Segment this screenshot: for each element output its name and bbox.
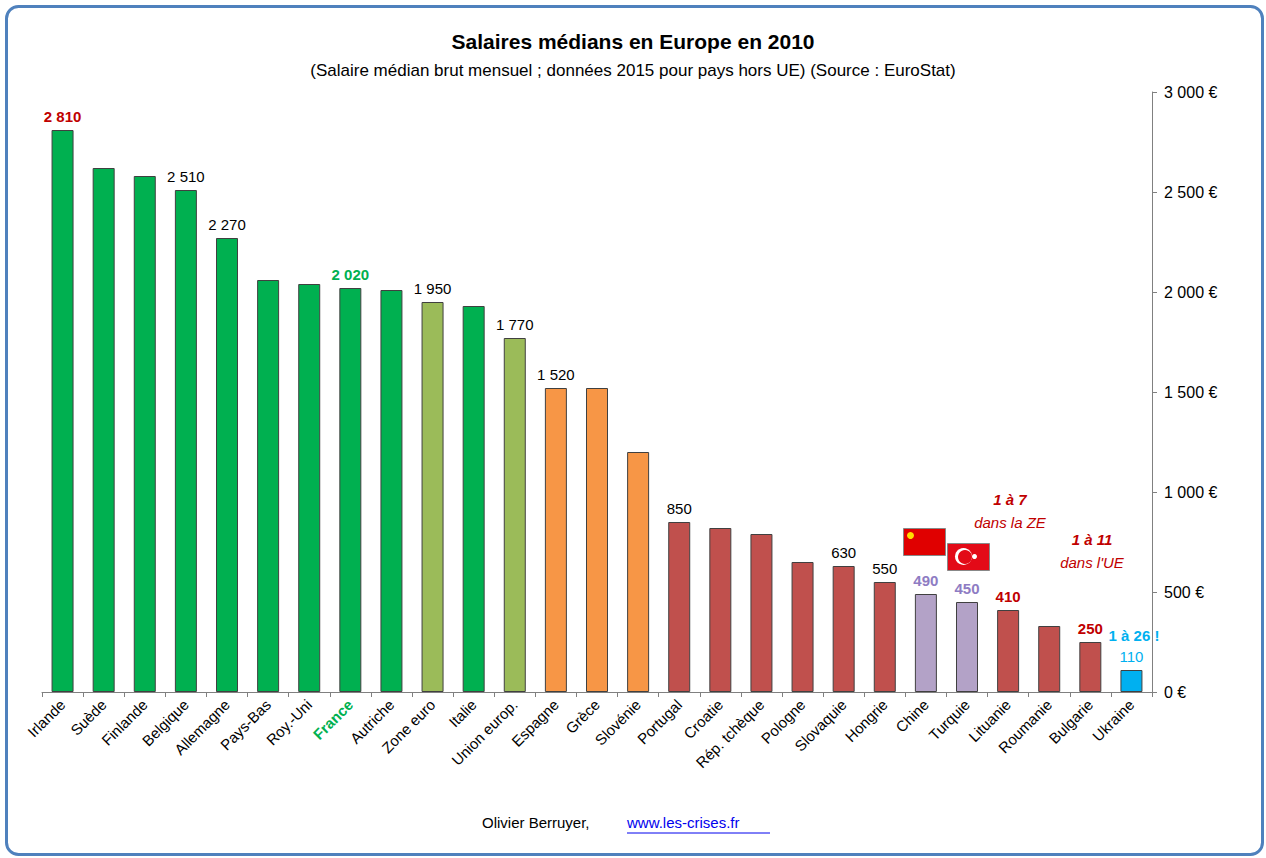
svg-text:2 020: 2 020 xyxy=(332,266,370,283)
svg-text:Autriche: Autriche xyxy=(346,696,398,747)
svg-text:dans l'UE: dans l'UE xyxy=(1060,554,1125,571)
svg-text:Suède: Suède xyxy=(67,696,110,739)
svg-text:2 810: 2 810 xyxy=(44,108,82,125)
svg-text:Slovénie: Slovénie xyxy=(591,696,644,749)
svg-text:3 000 €: 3 000 € xyxy=(1164,84,1217,101)
svg-text:Lituanie: Lituanie xyxy=(965,696,1015,746)
svg-text:Allemagne: Allemagne xyxy=(170,696,233,759)
svg-text:850: 850 xyxy=(667,500,692,517)
svg-text:500 €: 500 € xyxy=(1164,584,1204,601)
svg-text:Roumanie: Roumanie xyxy=(995,696,1055,756)
svg-text:Italie: Italie xyxy=(445,696,479,730)
svg-text:dans la ZE: dans la ZE xyxy=(974,514,1047,531)
svg-text:2 500 €: 2 500 € xyxy=(1164,184,1217,201)
svg-text:France: France xyxy=(309,696,357,743)
svg-text:1 520: 1 520 xyxy=(537,366,575,383)
svg-text:Rép. tchèque: Rép. tchèque xyxy=(692,696,767,771)
svg-text:Espagne: Espagne xyxy=(508,696,562,750)
svg-text:Hongrie: Hongrie xyxy=(842,696,891,745)
svg-text:Portugal: Portugal xyxy=(634,696,685,747)
svg-text:2 510: 2 510 xyxy=(167,168,205,185)
svg-text:450: 450 xyxy=(954,580,979,597)
svg-text:Ukraine: Ukraine xyxy=(1089,696,1138,745)
svg-text:410: 410 xyxy=(996,588,1021,605)
svg-text:1 500 €: 1 500 € xyxy=(1164,384,1217,401)
svg-text:1 000 €: 1 000 € xyxy=(1164,484,1217,501)
svg-text:0 €: 0 € xyxy=(1164,684,1186,701)
svg-text:2 000 €: 2 000 € xyxy=(1164,284,1217,301)
svg-text:Olivier Berruyer,: Olivier Berruyer, xyxy=(482,814,590,831)
svg-text:110: 110 xyxy=(1119,648,1143,665)
svg-text:1 à 26 !: 1 à 26 ! xyxy=(1109,627,1160,644)
svg-text:Finlande: Finlande xyxy=(98,696,151,749)
svg-text:Bulgarie: Bulgarie xyxy=(1045,696,1096,747)
svg-text:550: 550 xyxy=(872,560,897,577)
svg-text:Pologne: Pologne xyxy=(757,696,809,747)
svg-text:Pays-Bas: Pays-Bas xyxy=(217,696,274,753)
svg-text:(Salaire médian brut mensuel ;: (Salaire médian brut mensuel ; données 2… xyxy=(310,61,955,80)
svg-text:1 à 11: 1 à 11 xyxy=(1072,531,1113,548)
svg-text:1 770: 1 770 xyxy=(496,316,534,333)
svg-text:250: 250 xyxy=(1078,620,1103,637)
svg-text:490: 490 xyxy=(913,572,938,589)
svg-text:Zone euro: Zone euro xyxy=(378,696,438,756)
svg-text:1 à 7: 1 à 7 xyxy=(993,491,1027,508)
svg-text:Belgique: Belgique xyxy=(138,696,192,750)
svg-text:Turquie: Turquie xyxy=(925,696,973,744)
svg-text:1 950: 1 950 xyxy=(414,280,452,297)
svg-text:Grèce: Grèce xyxy=(562,696,603,737)
svg-text:2 270: 2 270 xyxy=(208,216,246,233)
svg-text:Roy.-Uni: Roy.-Uni xyxy=(263,696,315,748)
svg-text:Salaires médians en Europe en: Salaires médians en Europe en 2010 xyxy=(451,30,814,53)
svg-text:Slovaquie: Slovaquie xyxy=(791,696,850,755)
svg-text:Irlande: Irlande xyxy=(24,696,68,740)
svg-text:Chine: Chine xyxy=(892,696,932,736)
svg-text:Union europ.: Union europ. xyxy=(448,696,521,769)
svg-text:630: 630 xyxy=(831,544,856,561)
svg-text:Croatie: Croatie xyxy=(680,696,727,743)
svg-text:www.les-crises.fr: www.les-crises.fr xyxy=(626,814,740,831)
